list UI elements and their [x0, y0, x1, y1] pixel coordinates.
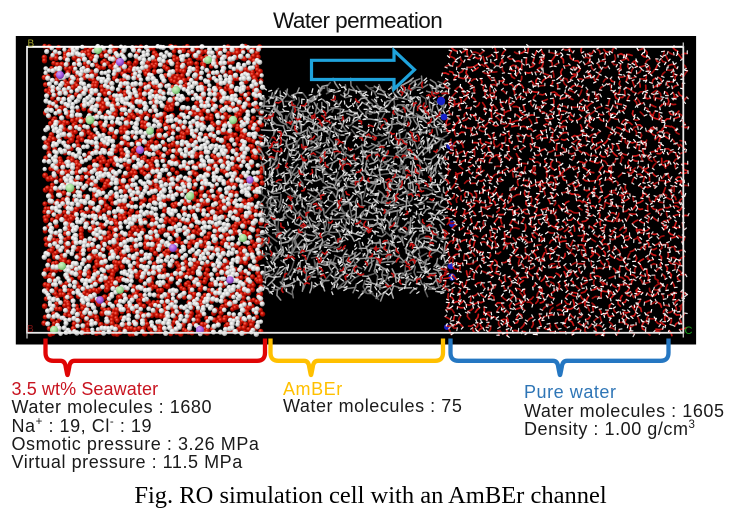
svg-text:B: B — [27, 324, 34, 335]
svg-text:B: B — [28, 39, 35, 50]
svg-text:C: C — [685, 325, 693, 337]
